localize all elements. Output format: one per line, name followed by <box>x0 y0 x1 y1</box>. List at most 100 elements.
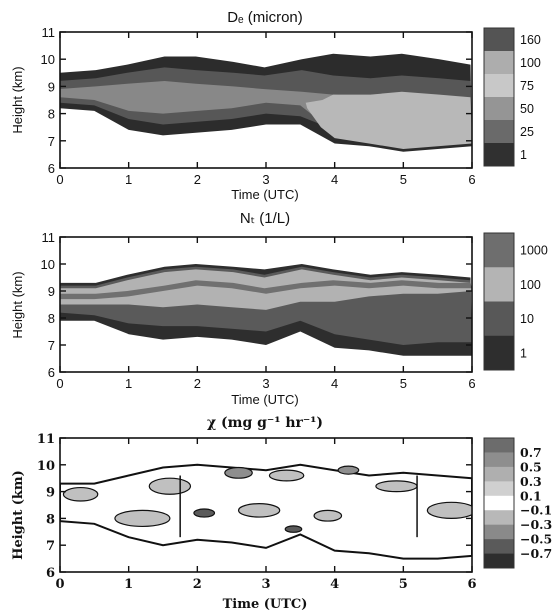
panel-de-xticks: 0 1 2 3 4 5 6 <box>56 32 476 187</box>
colorbar-label: −0.3 <box>520 517 552 532</box>
panel-chi-colorbar: 0.70.50.30.1−0.1−0.3−0.5−0.7 <box>483 437 552 569</box>
y-tick-label: 9 <box>48 284 55 299</box>
colorbar-label: 10 <box>520 312 534 326</box>
data-layer-3 <box>305 91 472 149</box>
x-tick-label: 5 <box>399 577 408 592</box>
x-tick-label: 1 <box>125 376 132 391</box>
colorbar-label: −0.7 <box>520 546 552 561</box>
panel-de-ylabel: Height (km) <box>10 66 25 133</box>
y-tick-label: 7 <box>46 539 55 554</box>
panel-nt-ylabel: Height (km) <box>10 271 25 338</box>
y-tick-label: 10 <box>37 459 55 474</box>
colorbar-swatch <box>484 539 514 554</box>
y-tick-label: 8 <box>48 107 55 122</box>
panel-chi-ylabel: Height (km) <box>11 470 26 560</box>
panel-chi: χ (mg g⁻¹ hr⁻¹) Time (UTC) Height (km) 0… <box>11 415 552 612</box>
x-tick-label: 6 <box>467 577 476 592</box>
colorbar-swatch <box>484 28 514 52</box>
y-tick-label: 6 <box>46 566 55 581</box>
panel-nt-colorbar: 1000 100 10 1 <box>483 232 548 371</box>
panel-de-title: Dₑ (micron) <box>227 9 303 26</box>
colorbar-label: 50 <box>520 102 534 116</box>
panel-nt-yticks: 6 7 8 9 10 11 <box>41 230 472 380</box>
panel-nt-plot <box>59 236 473 373</box>
colorbar-swatch <box>484 97 514 121</box>
colorbar-swatch <box>484 233 514 268</box>
panel-chi-plot <box>59 437 473 573</box>
colorbar-swatch <box>484 524 514 540</box>
y-tick-label: 7 <box>48 338 55 353</box>
x-tick-label: 5 <box>400 376 407 391</box>
x-tick-label: 3 <box>261 577 270 592</box>
plot-area <box>60 463 472 560</box>
colorbar-label: −0.1 <box>520 503 552 518</box>
panel-nt-title: Nₜ (1/L) <box>240 210 290 227</box>
colorbar-label: 1 <box>520 346 527 360</box>
y-tick-label: 8 <box>48 311 55 326</box>
colorbar-swatch <box>484 553 514 569</box>
contour-blob-3 <box>237 503 281 518</box>
x-tick-label: 3 <box>262 376 269 391</box>
y-tick-label: 10 <box>41 52 55 67</box>
y-tick-label: 11 <box>42 25 56 40</box>
contour-blob-6 <box>375 480 418 493</box>
colorbar-swatch <box>484 510 514 525</box>
panel-chi-yticks: 6 7 8 9 10 11 <box>37 432 472 581</box>
colorbar-frame <box>483 232 515 371</box>
y-tick-label: 11 <box>42 230 56 245</box>
x-tick-label: 6 <box>468 172 475 187</box>
x-tick-label: 5 <box>400 172 407 187</box>
data-layer-3 <box>60 280 472 300</box>
colorbar-label: 100 <box>520 278 541 292</box>
contour-blob-10 <box>193 508 216 518</box>
contour-blob-8 <box>224 466 253 479</box>
contour-blob-2 <box>114 509 171 528</box>
x-tick-label: 0 <box>56 376 63 391</box>
y-tick-label: 11 <box>37 432 55 447</box>
colorbar-swatch <box>484 452 514 468</box>
panel-nt-xticks: 0 1 2 3 4 5 6 <box>56 237 476 391</box>
y-tick-label: 7 <box>48 134 55 149</box>
panel-de-xlabel: Time (UTC) <box>231 187 298 202</box>
colorbar-label: 0.5 <box>520 459 542 474</box>
x-tick-label: 4 <box>331 376 338 391</box>
contour-blob-5 <box>313 509 343 522</box>
colorbar-frame <box>483 27 515 167</box>
contour-blob-1 <box>148 477 192 495</box>
colorbar-label: 1 <box>520 148 527 162</box>
colorbar-swatch <box>484 495 514 511</box>
colorbar-label: 0.7 <box>520 445 542 460</box>
colorbar-frame <box>483 437 515 569</box>
colorbar-swatch <box>484 143 514 167</box>
panel-de-yticks: 6 7 8 9 10 11 <box>41 25 472 176</box>
colorbar-swatch <box>484 335 514 371</box>
colorbar-swatch <box>484 438 514 453</box>
x-tick-label: 4 <box>330 577 339 592</box>
contour-blob-7 <box>426 501 472 519</box>
x-tick-label: 1 <box>124 577 133 592</box>
colorbar-swatch <box>484 481 514 497</box>
y-tick-label: 6 <box>48 365 55 380</box>
y-tick-label: 10 <box>41 257 55 272</box>
plot-area <box>60 264 472 356</box>
colorbar-swatch <box>484 51 514 75</box>
colorbar-swatch <box>484 74 514 98</box>
x-tick-label: 2 <box>194 172 201 187</box>
x-tick-label: 4 <box>331 172 338 187</box>
contour-blob-4 <box>268 469 305 482</box>
x-tick-label: 0 <box>55 577 64 592</box>
x-tick-label: 2 <box>193 577 202 592</box>
contour-blob-0 <box>62 486 99 502</box>
y-tick-label: 9 <box>48 79 55 94</box>
panel-nt-xlabel: Time (UTC) <box>231 392 298 407</box>
panel-de-colorbar: 160 100 75 50 25 1 <box>483 27 541 167</box>
colorbar-label: 25 <box>520 125 534 139</box>
panel-de: Dₑ (micron) Time (UTC) Height (km) 0 1 2 3 4… <box>10 9 541 202</box>
x-tick-label: 0 <box>56 172 63 187</box>
colorbar-swatch <box>484 267 514 302</box>
colorbar-label: 75 <box>520 79 534 93</box>
plot-area <box>60 53 472 152</box>
panel-chi-title: χ (mg g⁻¹ hr⁻¹) <box>207 415 323 431</box>
